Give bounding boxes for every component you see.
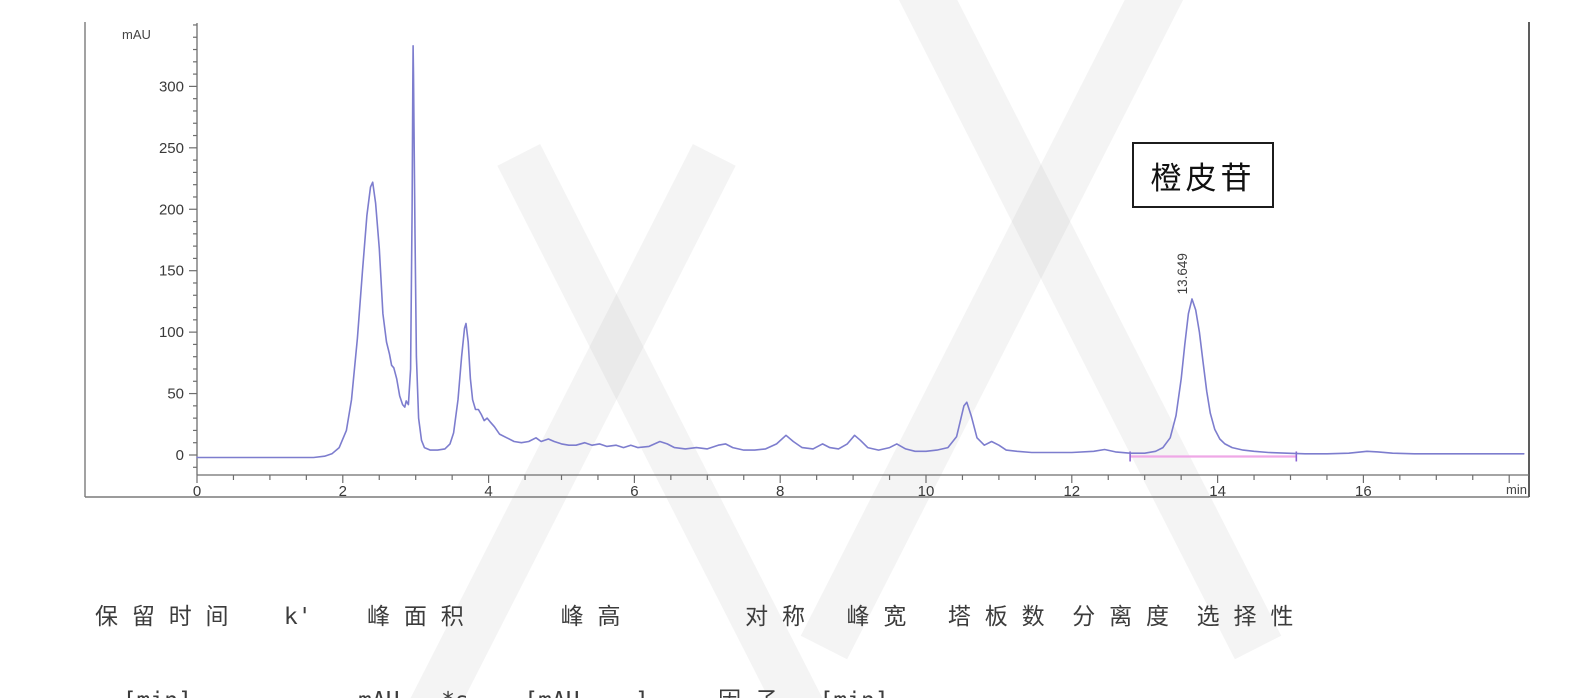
x-tick-label: 12 — [1063, 483, 1080, 500]
x-tick-label: 4 — [484, 483, 492, 500]
compound-label-box: 橙皮苷 — [1132, 142, 1274, 208]
chromatogram-plot: 0 50 100 150 200 250 300 mAU 0 2 4 6 8 10 12 14 16 min 13.… — [84, 22, 1530, 500]
table-units-row: [min] mAU *s [mAU ] 因 子 [min] — [95, 687, 1293, 698]
y-tick-label: 200 — [159, 201, 184, 218]
y-tick-label: 250 — [159, 140, 184, 157]
y-tick-label: 150 — [159, 263, 184, 280]
peak-results-table: 保 留 时 间 k' 峰 面 积 峰 高 对 称 峰 宽 塔 板 数 分 离 度… — [95, 547, 1293, 698]
x-tick-label: 2 — [339, 483, 347, 500]
y-tick-label: 100 — [159, 324, 184, 341]
peak-retention-time-label: 13.649 — [1175, 253, 1190, 294]
y-tick-label: 300 — [159, 78, 184, 95]
x-tick-label: 14 — [1209, 483, 1226, 500]
x-tick-label: 0 — [193, 483, 201, 500]
x-tick-label: 6 — [630, 483, 638, 500]
table-header-row: 保 留 时 间 k' 峰 面 积 峰 高 对 称 峰 宽 塔 板 数 分 离 度… — [95, 604, 1294, 630]
y-tick-label: 0 — [176, 447, 184, 464]
x-tick-label: 8 — [776, 483, 784, 500]
x-tick-label: 16 — [1355, 483, 1372, 500]
x-axis-unit-label: min — [1506, 482, 1527, 497]
compound-label: 橙皮苷 — [1150, 160, 1256, 197]
y-axis-unit-label: mAU — [122, 27, 151, 42]
y-tick-label: 50 — [167, 386, 184, 403]
x-tick-label: 10 — [918, 483, 935, 500]
chromatogram-trace — [196, 44, 1525, 459]
